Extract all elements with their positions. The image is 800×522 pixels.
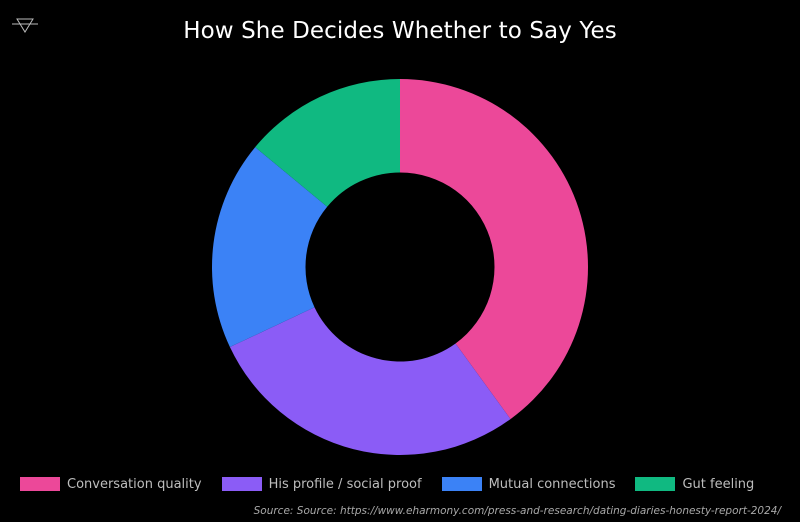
legend-item-profile-social-proof[interactable]: His profile / social proof: [221, 476, 422, 492]
legend-label: His profile / social proof: [268, 476, 422, 492]
legend-swatch: [441, 477, 482, 491]
donut-slice-gut-feeling[interactable]: [255, 79, 400, 207]
legend-label: Mutual connections: [488, 476, 616, 492]
donut-slice-conversation-quality[interactable]: [400, 79, 588, 420]
chart-title: How She Decides Whether to Say Yes: [183, 18, 617, 44]
legend: Conversation quality His profile / socia…: [20, 475, 774, 493]
legend-label: Gut feeling: [682, 476, 755, 492]
legend-swatch: [635, 477, 676, 491]
legend-item-conversation-quality[interactable]: Conversation quality: [20, 477, 202, 492]
donut-slice-his-profile-social-proof[interactable]: [229, 307, 511, 455]
source-note: Source: Source: https://www.eharmony.com…: [253, 505, 781, 517]
triangle-logo-icon: [12, 18, 38, 33]
legend-swatch: [20, 477, 60, 491]
legend-swatch: [221, 477, 262, 491]
legend-item-gut-feeling[interactable]: Gut feeling: [635, 477, 754, 492]
legend-label: Conversation quality: [67, 476, 202, 492]
legend-item-mutual-connections[interactable]: Mutual connections: [441, 476, 616, 492]
donut-slices: [211, 79, 588, 455]
donut-slice-mutual-connections[interactable]: [211, 147, 328, 348]
